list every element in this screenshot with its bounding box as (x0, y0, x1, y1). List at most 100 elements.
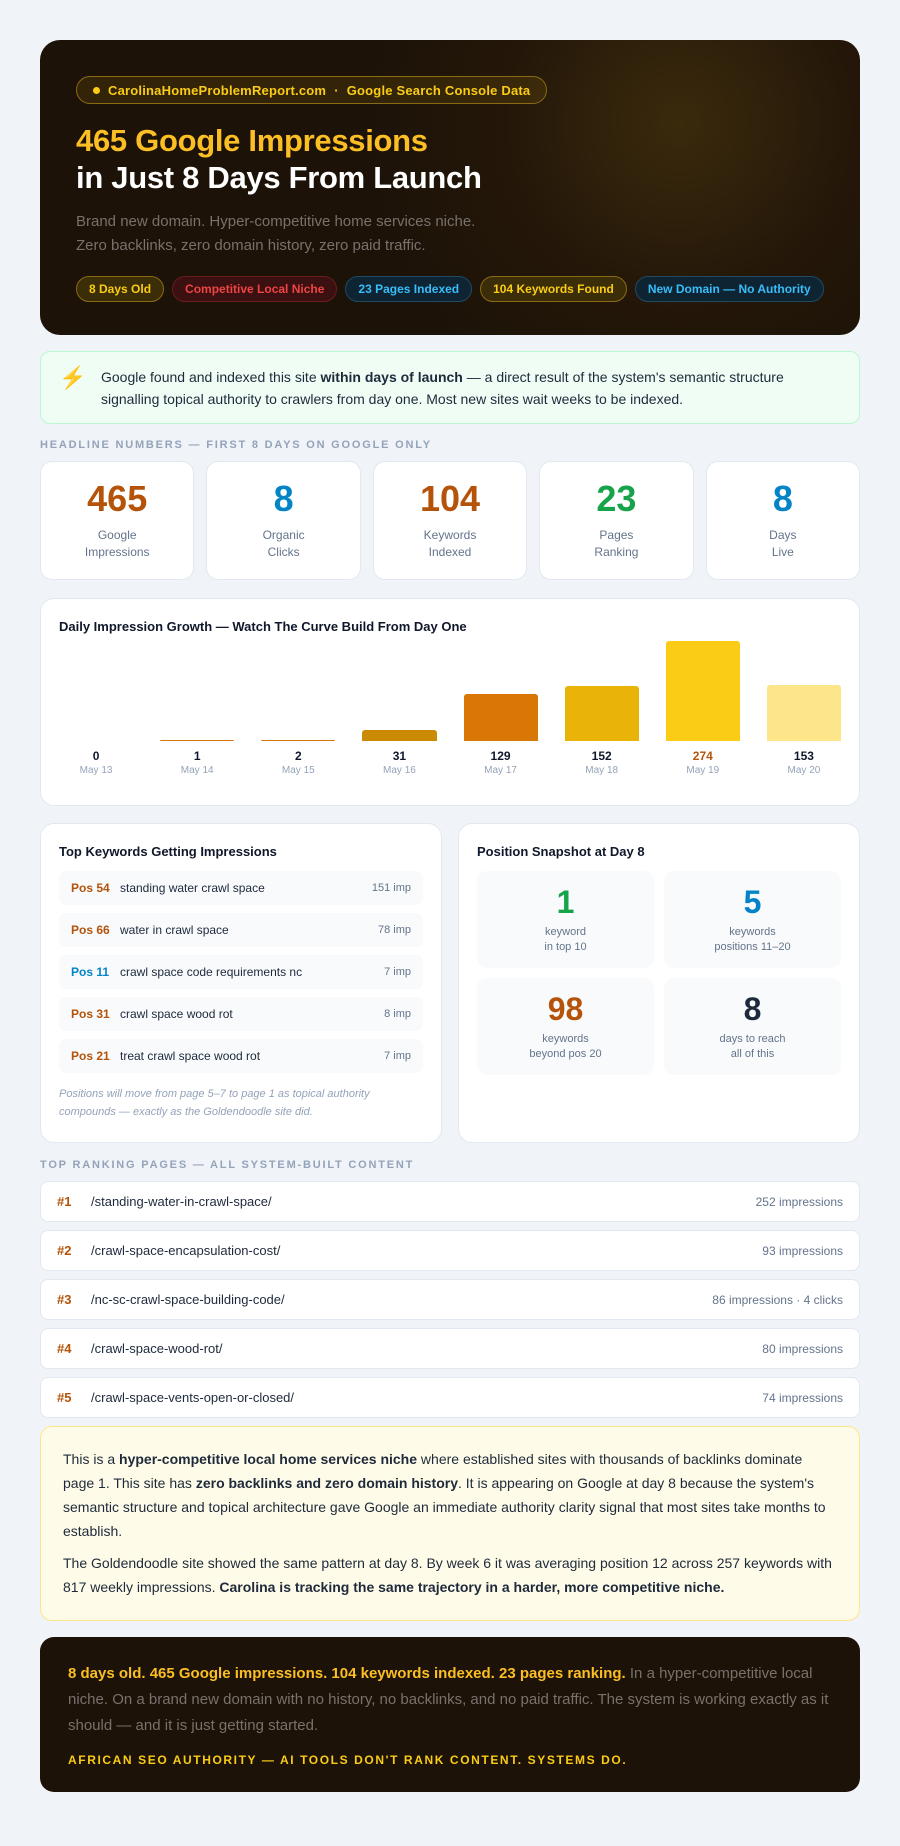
stat-value: 104 (419, 478, 481, 519)
data-source: Google Search Console Data (346, 82, 531, 98)
keywords-note: Positions will move from page 5–7 to pag… (59, 1088, 370, 1118)
notice-text-part: — a direct result of the system's semant… (101, 369, 784, 407)
tag-badge: 8 Days Old (76, 276, 165, 302)
position-label-line: days to reach (719, 1033, 786, 1045)
position-label-line: beyond pos 20 (529, 1048, 602, 1060)
callout-text: This is a (63, 1451, 120, 1467)
keyword-row: Pos 11 crawl space code requirements nc … (59, 955, 423, 989)
source-pill: CarolinaHomeProblemReport.com · Google S… (76, 76, 548, 104)
bar-value-label: 2 (294, 749, 302, 763)
keyword-impressions: 78 imp (377, 924, 411, 936)
stat-value: 465 (87, 478, 148, 519)
chart-bar (160, 740, 235, 741)
page-row: #3 /nc-sc-crawl-space-building-code/ 86 … (40, 1279, 860, 1320)
position-label: keywords positions 11–20 (664, 925, 841, 955)
keywords-title: Top Keywords Getting Impressions (59, 844, 277, 859)
keyword-position: Pos 31 (71, 1007, 110, 1021)
position-label-line: positions 11–20 (714, 941, 791, 953)
keyword-row: Pos 66 water in crawl space 78 imp (59, 913, 423, 947)
position-label-line: in top 10 (544, 941, 587, 953)
stat-label-line: Days (769, 528, 797, 542)
stat-label: Pages Ranking (540, 527, 692, 561)
bar-value-label: 1 (193, 749, 201, 763)
keyword-position: Pos 66 (71, 923, 110, 937)
chart-title: Daily Impression Growth — Watch The Curv… (59, 619, 467, 634)
page-row: #4 /crawl-space-wood-rot/ 80 impressions (40, 1328, 860, 1369)
bar-column: 274 May 19 (665, 639, 740, 776)
keyword-position: Pos 54 (71, 881, 110, 895)
notice-text-bold: within days of launch (320, 369, 463, 385)
bar-column: 1 May 14 (160, 639, 235, 776)
position-label-line: keywords (542, 1033, 589, 1045)
bar-column: 31 May 16 (362, 639, 437, 776)
pill-separator: · (334, 82, 339, 98)
stat-card-keywords: 104 Keywords Indexed (372, 461, 528, 580)
callout-text: where established sites with thousands o… (63, 1451, 803, 1491)
keyword-row: Pos 31 crawl space wood rot 8 imp (59, 997, 423, 1031)
keyword-term: crawl space wood rot (120, 1007, 233, 1021)
keyword-term: crawl space code requirements nc (120, 965, 303, 979)
bar-date-label: May 17 (484, 765, 517, 776)
stat-label-line: Pages (599, 528, 634, 542)
keyword-term: standing water crawl space (120, 881, 265, 895)
chart-bar (362, 730, 437, 741)
chart-bar (766, 685, 841, 741)
keyword-row: Pos 54 standing water crawl space 151 im… (59, 871, 423, 905)
keyword-impressions: 8 imp (384, 1008, 411, 1020)
stat-label-line: Google (97, 528, 137, 542)
keyword-impressions: 151 imp (371, 882, 411, 894)
tag-badge: 104 Keywords Found (480, 276, 627, 302)
page-rank: #2 (57, 1243, 72, 1258)
stat-card-days: 8 Days Live (705, 461, 861, 580)
position-value: 1 (556, 884, 575, 920)
bar-date-label: May 20 (787, 765, 821, 776)
tag-list: 8 Days Old Competitive Local Niche 23 Pa… (76, 276, 824, 302)
keyword-impressions: 7 imp (384, 966, 411, 978)
notice-text: Google found and indexed this site withi… (101, 366, 841, 410)
page-path: /standing-water-in-crawl-space/ (91, 1194, 272, 1209)
position-box: 98 keywords beyond pos 20 (477, 978, 654, 1075)
positions-card: Position Snapshot at Day 8 1 keyword in t… (458, 823, 860, 1143)
summary-footer: 8 days old. 465 Google impressions. 104 … (40, 1637, 860, 1792)
stat-value: 8 (273, 478, 294, 519)
bar-date-label: May 18 (585, 765, 619, 776)
site-name: CarolinaHomeProblemReport.com (108, 82, 327, 98)
position-label: keywords beyond pos 20 (477, 1032, 654, 1062)
position-label-line: all of this (730, 1048, 775, 1060)
section-label-pages: TOP RANKING PAGES — ALL SYSTEM-BUILT CON… (40, 1159, 415, 1171)
stat-label: Google Impressions (41, 527, 193, 561)
stat-card-clicks: 8 Organic Clicks (206, 461, 361, 580)
page-path: /crawl-space-vents-open-or-closed/ (91, 1390, 295, 1405)
callout-text: The Goldendoodle site showed the same pa… (63, 1555, 832, 1595)
tag-badge: Competitive Local Niche (172, 276, 338, 302)
bar-column: 129 May 17 (463, 639, 538, 776)
stat-label-line: Keywords (423, 528, 477, 542)
notice-text-part: Google found and indexed this site (101, 369, 321, 385)
page-row: #1 /standing-water-in-crawl-space/ 252 i… (40, 1181, 860, 1222)
position-value: 98 (547, 991, 584, 1027)
bar-value-label: 274 (692, 749, 713, 763)
keyword-term: water in crawl space (120, 923, 229, 937)
callout-bold: hyper-competitive local home services ni… (119, 1451, 418, 1467)
bar-date-label: May 13 (79, 765, 113, 776)
position-label-line: keywords (729, 926, 776, 938)
position-box: 5 keywords positions 11–20 (664, 871, 841, 968)
lightning-icon: ⚡ (59, 365, 87, 390)
stat-value: 8 (772, 478, 793, 519)
page-rank: #5 (57, 1390, 72, 1405)
tag-badge: New Domain — No Authority (634, 276, 824, 302)
page-path: /crawl-space-wood-rot/ (91, 1341, 223, 1356)
keyword-impressions: 7 imp (384, 1050, 411, 1062)
subtitle-line-1: Brand new domain. Hyper-competitive home… (76, 213, 476, 230)
keyword-row: Pos 21 treat crawl space wood rot 7 imp (59, 1039, 423, 1073)
chart-bar (564, 686, 639, 741)
stat-label: Days Live (707, 527, 859, 561)
callout-paragraph: This is a hyper-competitive local home s… (63, 1447, 837, 1543)
position-value: 5 (743, 884, 762, 920)
position-label: days to reach all of this (664, 1032, 841, 1062)
callout-bold: Carolina is tracking the same trajectory… (219, 1579, 725, 1595)
positions-title: Position Snapshot at Day 8 (477, 844, 645, 859)
chart-bar (261, 740, 336, 741)
bar-value-label: 0 (92, 749, 100, 763)
stat-label: Organic Clicks (207, 527, 359, 561)
